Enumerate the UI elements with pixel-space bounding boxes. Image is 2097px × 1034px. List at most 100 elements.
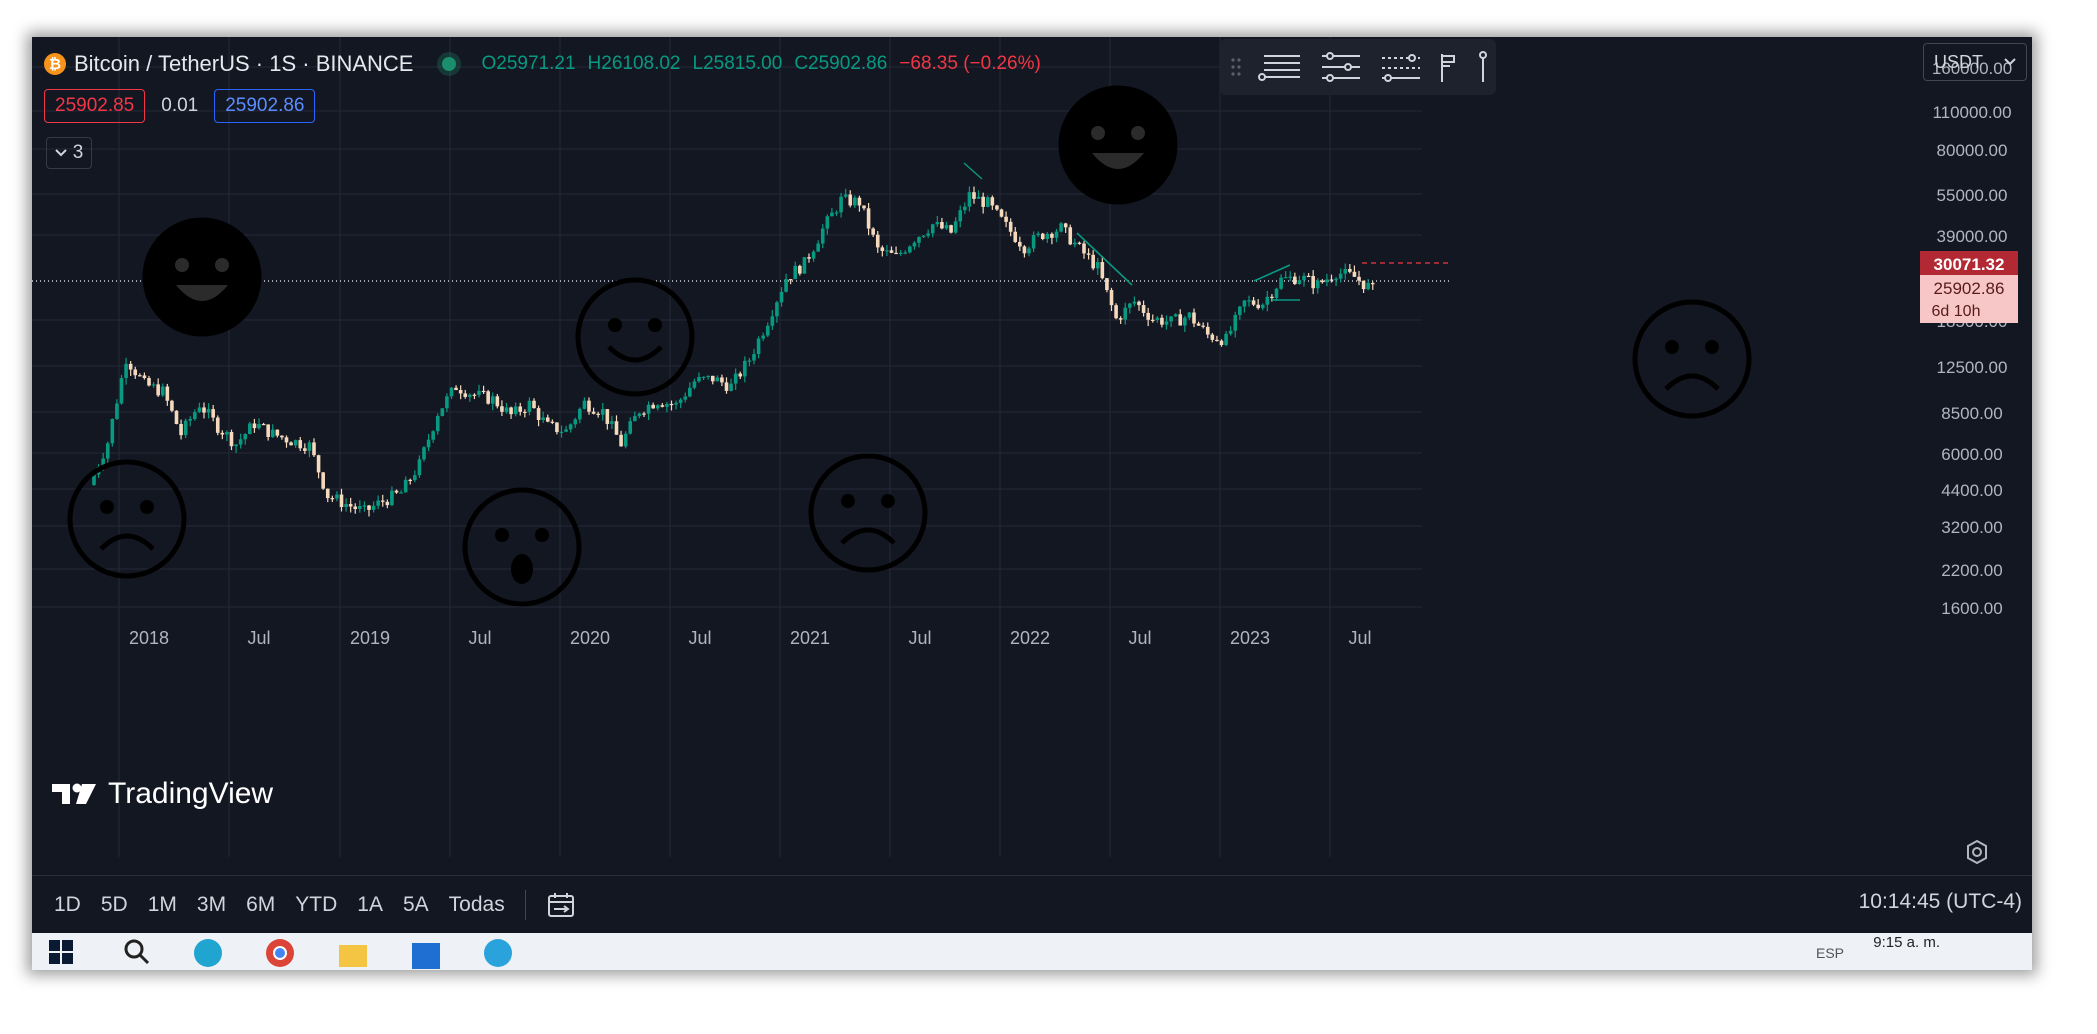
settings-gear-icon[interactable] <box>1962 837 1992 867</box>
candle-body <box>413 475 417 481</box>
trend-angle-icon[interactable] <box>1378 50 1422 84</box>
outlook-icon[interactable] <box>410 939 442 969</box>
indicators-toggle-button[interactable]: 3 <box>46 137 92 169</box>
candle-body <box>422 447 426 460</box>
candle-body <box>1013 231 1018 242</box>
search-icon[interactable] <box>122 937 152 967</box>
candle-body <box>614 421 619 435</box>
candle-body <box>660 405 665 407</box>
candle-body <box>174 410 179 425</box>
timeframe-5d[interactable]: 5D <box>100 893 128 916</box>
candle-body <box>160 386 165 396</box>
candle-body <box>912 242 917 247</box>
candle-body <box>990 197 995 206</box>
candle-body <box>188 418 193 421</box>
timeframe-1a[interactable]: 1A <box>357 893 383 916</box>
timeframe-todas[interactable]: Todas <box>448 893 505 916</box>
low-value: L25815.00 <box>692 53 783 74</box>
candle-body <box>820 228 825 244</box>
candle-body <box>252 423 257 429</box>
timeframe-6m[interactable]: 6M <box>246 893 276 916</box>
price-axis: 160000.00 110000.00 80000.00 55000.00 39000.… <box>1932 59 2012 618</box>
timeframe-3m[interactable]: 3M <box>196 893 227 916</box>
y-tick-label: 1600.00 <box>1941 599 2002 618</box>
telegram-icon[interactable] <box>482 937 514 969</box>
candle-body <box>1022 246 1027 254</box>
candle-body <box>1348 268 1352 272</box>
candle-body <box>706 375 710 378</box>
candle-body <box>1045 233 1050 239</box>
candle-body <box>1109 290 1114 306</box>
high-price-tag <box>1920 251 2018 275</box>
timeframe-ytd[interactable]: YTD <box>295 893 338 916</box>
candle-body <box>193 412 197 419</box>
date-range-icon[interactable] <box>546 890 578 920</box>
candle-body <box>816 243 820 252</box>
candle-body <box>628 421 633 434</box>
x-tick-label: Jul <box>688 628 711 648</box>
timeframe-1m[interactable]: 1M <box>147 893 177 916</box>
parallel-channel-icon[interactable] <box>1318 50 1362 84</box>
candle-body <box>894 252 898 255</box>
candle-body <box>435 415 440 432</box>
timeframe-5a[interactable]: 5A <box>402 893 429 916</box>
candle-body <box>1036 233 1040 236</box>
candle-body <box>312 442 316 456</box>
symbol-title[interactable]: Bitcoin / TetherUS · 1S · BINANCE <box>74 51 414 76</box>
candle-body <box>1311 275 1315 289</box>
trendline <box>963 162 983 180</box>
fib-icon[interactable] <box>1438 50 1460 84</box>
candle-body <box>1242 300 1247 307</box>
face-outline <box>67 459 187 579</box>
candle-body <box>839 196 843 213</box>
file-explorer-icon[interactable] <box>337 939 369 969</box>
candle-body <box>124 363 128 379</box>
candle-body <box>1357 276 1361 281</box>
chevron-down-icon <box>54 149 67 157</box>
candle-body <box>115 403 119 419</box>
candle-body <box>468 394 472 397</box>
face-outline <box>575 277 695 397</box>
language-indicator[interactable]: ESP <box>1815 945 1844 961</box>
candle-body <box>261 424 266 426</box>
candle-body <box>1141 305 1146 313</box>
price-chart[interactable]: 160000.00 110000.00 80000.00 55000.00 39000.… <box>32 37 2032 875</box>
candle-body <box>353 506 358 510</box>
candle-body <box>944 225 949 229</box>
timeframe-1d[interactable]: 1D <box>54 893 81 916</box>
currency-select[interactable]: USDT <box>1923 43 2027 81</box>
vertical-line-icon[interactable] <box>1476 50 1490 84</box>
drag-handle-icon[interactable] <box>1230 56 1242 78</box>
open-value: O25971.21 <box>481 53 576 74</box>
x-tick-label: 2023 <box>1230 628 1270 648</box>
candle-body <box>385 501 390 506</box>
candle-body <box>523 411 527 413</box>
clock[interactable]: 10:14:45 (UTC-4) <box>1858 890 2022 913</box>
sad-face-icon <box>1632 299 1752 419</box>
taskbar-clock[interactable]: 9:15 a. m. <box>1873 934 1940 951</box>
face-eye <box>1705 340 1719 354</box>
candle-body <box>431 431 435 440</box>
candle-body <box>779 291 784 303</box>
chrome-icon[interactable] <box>264 937 296 969</box>
price-tags: 30071.32 25902.86 6d 10h <box>1920 251 2018 323</box>
x-tick-label: Jul <box>247 628 270 648</box>
candle-body <box>949 225 953 233</box>
candle-body <box>1192 312 1196 324</box>
candle-body <box>1338 273 1343 279</box>
y-tick-label: 55000.00 <box>1937 186 2008 205</box>
market-status-dot <box>441 57 456 71</box>
candle-body <box>697 376 701 382</box>
buy-button[interactable]: 25902.86 <box>214 89 316 123</box>
edge-browser-icon[interactable] <box>192 937 224 969</box>
candle-body <box>710 375 715 382</box>
candle-body <box>463 393 468 397</box>
sell-button[interactable]: 25902.85 <box>44 89 146 123</box>
horizontal-lines-icon[interactable] <box>1258 50 1302 84</box>
face-eye <box>608 318 622 332</box>
windows-start-icon[interactable] <box>48 939 74 965</box>
candle-body <box>138 375 142 377</box>
candle-body <box>417 459 422 476</box>
candle-body <box>170 400 174 411</box>
candle-body <box>848 194 853 206</box>
